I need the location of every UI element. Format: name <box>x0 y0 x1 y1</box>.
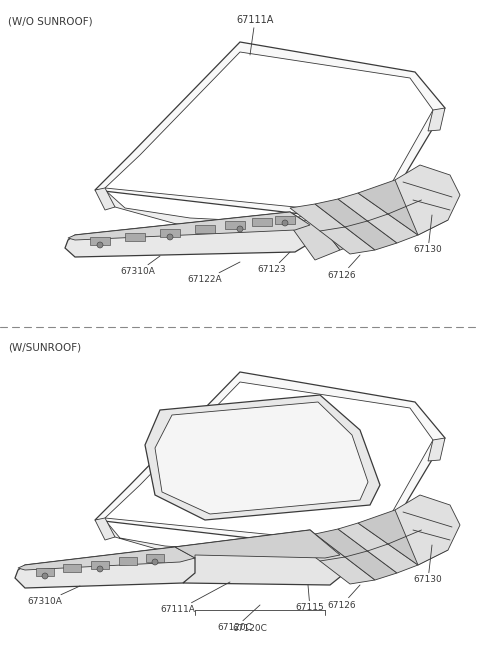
Polygon shape <box>315 529 397 580</box>
Circle shape <box>97 242 103 248</box>
Text: 67126: 67126 <box>328 585 360 610</box>
Polygon shape <box>428 108 445 131</box>
Text: 67126: 67126 <box>328 255 360 280</box>
Polygon shape <box>95 518 115 540</box>
Polygon shape <box>225 221 245 229</box>
Polygon shape <box>195 225 215 233</box>
Polygon shape <box>95 42 445 215</box>
Text: 67115: 67115 <box>296 585 324 612</box>
Polygon shape <box>358 510 448 565</box>
Text: 67111A: 67111A <box>161 582 230 614</box>
Polygon shape <box>146 554 164 562</box>
Polygon shape <box>95 372 445 545</box>
Polygon shape <box>65 212 315 257</box>
Circle shape <box>97 566 103 572</box>
Polygon shape <box>95 190 310 232</box>
Circle shape <box>152 559 158 565</box>
Polygon shape <box>119 557 137 565</box>
Polygon shape <box>175 530 345 585</box>
Polygon shape <box>395 495 460 565</box>
Text: 67111A: 67111A <box>236 15 274 55</box>
Polygon shape <box>105 52 433 209</box>
Text: 67310A: 67310A <box>27 586 80 607</box>
Polygon shape <box>290 204 375 254</box>
Polygon shape <box>145 395 380 520</box>
Text: 67130: 67130 <box>414 545 443 584</box>
Polygon shape <box>290 218 340 260</box>
Polygon shape <box>91 561 109 569</box>
Circle shape <box>282 220 288 226</box>
Polygon shape <box>63 564 81 572</box>
Polygon shape <box>160 229 180 237</box>
Polygon shape <box>315 199 397 250</box>
Polygon shape <box>338 193 418 243</box>
Polygon shape <box>95 520 310 558</box>
Polygon shape <box>36 568 54 576</box>
Polygon shape <box>125 233 145 241</box>
Polygon shape <box>275 216 295 224</box>
Polygon shape <box>290 534 375 584</box>
Polygon shape <box>18 547 195 570</box>
Circle shape <box>237 226 243 232</box>
Text: 67120C: 67120C <box>233 624 267 633</box>
Polygon shape <box>315 212 360 250</box>
Circle shape <box>167 234 173 240</box>
Text: 67130: 67130 <box>414 215 443 255</box>
Polygon shape <box>252 218 272 226</box>
Polygon shape <box>428 438 445 461</box>
Polygon shape <box>155 402 368 514</box>
Text: (W/O SUNROOF): (W/O SUNROOF) <box>8 16 93 26</box>
Polygon shape <box>358 180 448 235</box>
Polygon shape <box>90 237 110 245</box>
Polygon shape <box>338 523 418 573</box>
Polygon shape <box>105 382 433 539</box>
Polygon shape <box>175 530 340 558</box>
Polygon shape <box>95 188 115 210</box>
Text: 67122A: 67122A <box>188 262 240 284</box>
Text: 67123: 67123 <box>258 252 290 274</box>
Text: 67120C: 67120C <box>217 605 260 633</box>
Polygon shape <box>68 212 310 240</box>
Text: 67310A: 67310A <box>120 256 160 276</box>
Circle shape <box>42 573 48 579</box>
Polygon shape <box>395 165 460 235</box>
Text: (W/SUNROOF): (W/SUNROOF) <box>8 343 81 353</box>
Polygon shape <box>15 547 200 588</box>
